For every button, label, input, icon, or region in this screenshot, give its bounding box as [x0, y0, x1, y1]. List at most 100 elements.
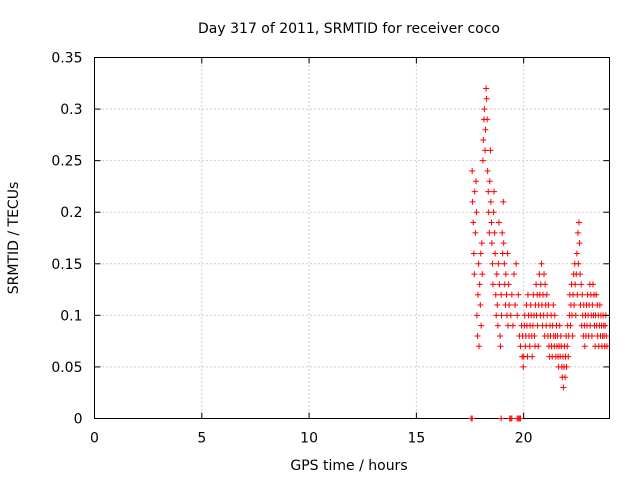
data-point — [571, 302, 578, 309]
data-point — [578, 281, 585, 288]
data-point — [477, 250, 484, 257]
data-point — [494, 302, 501, 309]
data-point — [498, 312, 505, 319]
data-point — [492, 250, 499, 257]
data-point — [491, 229, 498, 236]
data-point — [490, 209, 497, 216]
data-point — [500, 240, 507, 247]
x-axis-label: GPS time / hours — [290, 458, 407, 474]
data-point — [493, 312, 500, 319]
data-point — [512, 302, 519, 309]
data-point — [573, 250, 580, 257]
data-point — [471, 271, 478, 278]
grid — [94, 57, 610, 419]
data-point — [474, 291, 481, 298]
y-tick-label: 0.1 — [60, 308, 82, 324]
data-point — [596, 302, 603, 309]
data-point — [487, 147, 494, 154]
x-tick-label: 5 — [197, 431, 206, 447]
data-point — [497, 343, 504, 350]
chart-title: Day 317 of 2011, SRMTID for receiver coc… — [198, 21, 500, 37]
data-point — [498, 291, 505, 298]
data-point — [574, 229, 581, 236]
data-point — [576, 219, 583, 226]
data-point — [551, 312, 558, 319]
data-point — [473, 209, 480, 216]
y-tick-label: 0.35 — [51, 51, 82, 67]
data-point — [495, 260, 502, 267]
data-point — [543, 291, 550, 298]
tick-labels: 0 0.05 0.1 0.15 0.2 0.25 0.3 0.35 0 5 10 15 20 — [51, 51, 610, 447]
y-tick-label: 0 — [74, 412, 83, 428]
data-point — [484, 116, 491, 123]
data-point — [505, 281, 512, 288]
data-point — [471, 188, 478, 195]
y-axis-label: SRMTID / TECUs — [6, 182, 22, 295]
data-point — [485, 188, 492, 195]
data-point — [476, 343, 483, 350]
data-point — [575, 260, 582, 267]
data-point — [517, 415, 524, 422]
y-tick-label: 0.25 — [51, 154, 82, 170]
data-point — [474, 332, 481, 339]
data-point — [469, 415, 476, 422]
data-point — [499, 229, 506, 236]
data-point — [520, 363, 527, 370]
data-point — [479, 271, 486, 278]
data-point — [569, 332, 576, 339]
data-point — [489, 281, 496, 288]
data-point — [489, 260, 496, 267]
data-point — [556, 322, 563, 329]
data-point — [577, 271, 584, 278]
data-point — [469, 167, 476, 174]
data-point — [589, 281, 596, 288]
data-point — [526, 343, 533, 350]
data-point — [541, 271, 548, 278]
data-point — [550, 302, 557, 309]
data-point — [565, 353, 572, 360]
data-point — [564, 343, 571, 350]
data-point — [506, 302, 513, 309]
data-point — [504, 250, 511, 257]
data-point — [497, 332, 504, 339]
y-tick-label: 0.3 — [60, 102, 82, 118]
data-point — [603, 332, 610, 339]
data-point — [498, 415, 505, 422]
data-point — [572, 281, 579, 288]
data-point — [509, 322, 516, 329]
data-point — [507, 312, 514, 319]
data-point — [524, 291, 531, 298]
data-point — [473, 312, 480, 319]
data-point — [593, 291, 600, 298]
data-point — [487, 198, 494, 205]
data-point — [535, 343, 542, 350]
data-point — [514, 312, 521, 319]
data-point — [477, 302, 484, 309]
data-point — [515, 291, 522, 298]
data-point — [475, 260, 482, 267]
data-point — [508, 415, 515, 422]
data-point — [472, 229, 479, 236]
x-tick-label: 10 — [300, 431, 318, 447]
data-point — [588, 332, 595, 339]
x-tick-label: 20 — [515, 431, 533, 447]
data-point — [479, 157, 486, 164]
data-point — [572, 312, 579, 319]
data-point — [603, 343, 610, 350]
data-point — [486, 229, 493, 236]
data-point — [563, 363, 570, 370]
data-point — [562, 374, 569, 381]
data-point — [478, 240, 485, 247]
data-point — [481, 106, 488, 113]
x-tick-label: 0 — [90, 431, 99, 447]
data-point — [503, 291, 510, 298]
data-point — [560, 384, 567, 391]
data-point — [500, 198, 507, 205]
y-tick-label: 0.15 — [51, 257, 82, 273]
data-point — [483, 95, 490, 102]
data-point — [493, 271, 500, 278]
data-point — [482, 126, 489, 133]
data-marks — [468, 85, 610, 422]
data-point — [469, 198, 476, 205]
data-point — [602, 322, 609, 329]
